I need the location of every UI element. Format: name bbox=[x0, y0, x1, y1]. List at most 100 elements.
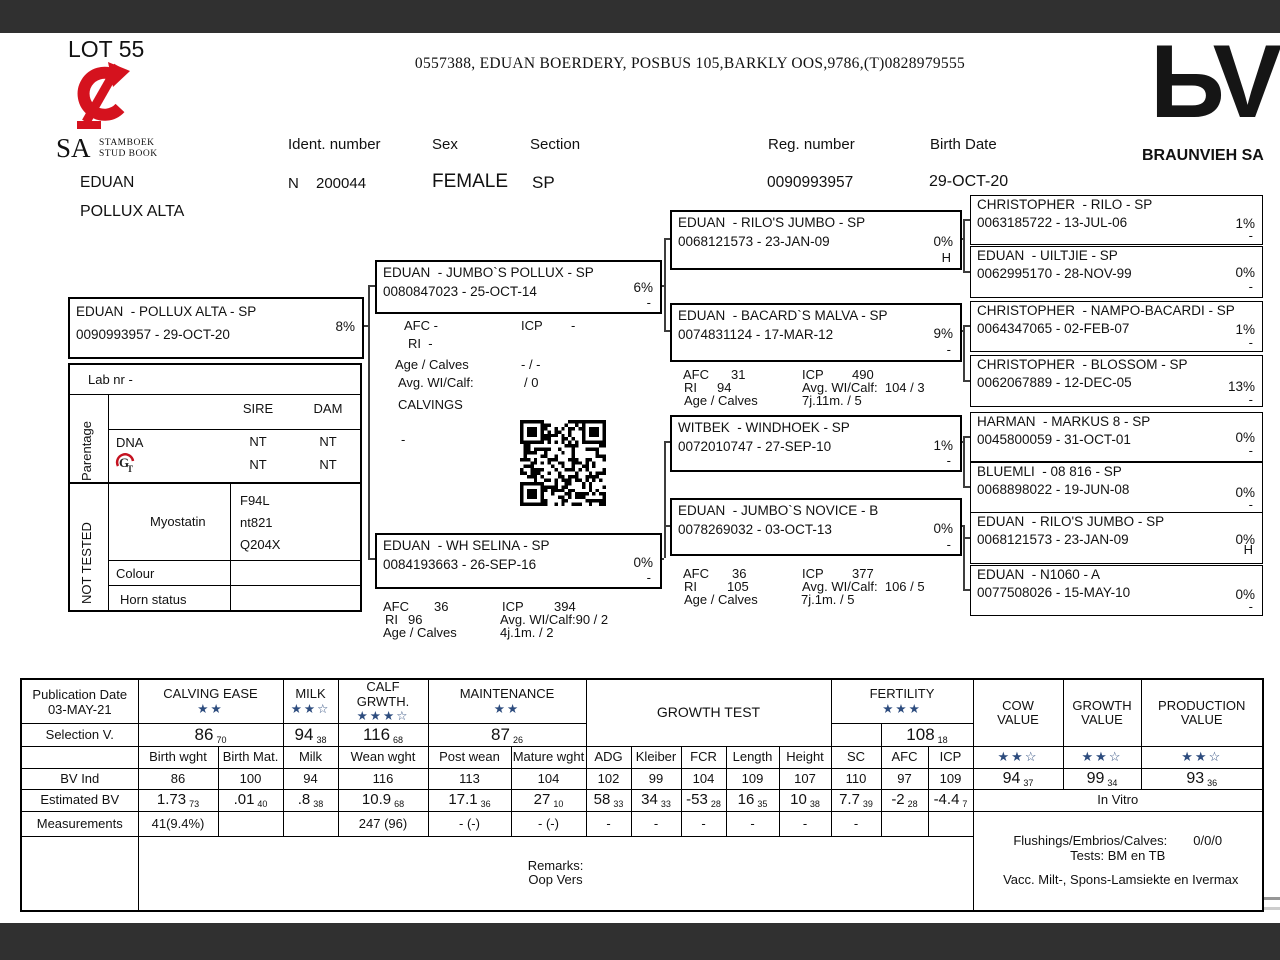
pedigree-box-ggp3: CHRISTOPHER - NAMPO-BACARDI - SP 0064347… bbox=[970, 301, 1263, 352]
dna-sire-value: NT bbox=[249, 434, 267, 449]
sa-stamboek-logo-icon bbox=[77, 62, 130, 129]
col-header: AFC bbox=[880, 746, 929, 770]
production-value-cell: 93 36 bbox=[1140, 768, 1264, 791]
col-header: Height bbox=[778, 746, 832, 770]
ggp-reg: 0077508026 - 15-MAY-10 bbox=[977, 585, 1131, 600]
gp4-ri-value: 105 bbox=[727, 579, 749, 594]
measurements-label: Measurements bbox=[20, 811, 139, 838]
section-label: Section bbox=[530, 136, 581, 153]
qr-code bbox=[520, 420, 606, 506]
dam-afc-value: 36 bbox=[434, 599, 449, 614]
pedigree-connector bbox=[963, 486, 970, 488]
top-viewer-bar bbox=[0, 0, 1280, 33]
meas-cell: - bbox=[830, 811, 882, 838]
inbreeding-pct: 0% bbox=[1235, 265, 1255, 280]
inbreeding-pct: 0% bbox=[633, 555, 653, 570]
sire-ri: RI - bbox=[408, 336, 433, 351]
gp-name: EDUAN - RILO'S JUMBO - SP bbox=[678, 215, 866, 230]
meas-cell bbox=[880, 811, 929, 838]
status-flag: - bbox=[1248, 279, 1253, 294]
meas-cell: 41(9.4%) bbox=[137, 811, 219, 838]
dam-avg: Avg. WI/Calf:90 / 2 bbox=[500, 612, 609, 627]
panel-divider bbox=[108, 560, 360, 561]
pedigree-box-gp4: EDUAN - JUMBO`S NOVICE - B 0078269032 - … bbox=[670, 498, 962, 556]
sire-icp-value: - bbox=[571, 318, 576, 333]
meas-cell bbox=[217, 811, 284, 838]
birth-date-label: Birth Date bbox=[930, 136, 997, 153]
estimated-bv-label: Estimated BV bbox=[20, 789, 139, 813]
vaccinations-row: Vacc. Milt-, Spons-Lamsiekte en Ivermax bbox=[1003, 872, 1239, 888]
pedigree-box-ggp6: BLUEMLI - 08 816 - SP 0068898022 - 19-JU… bbox=[970, 462, 1263, 513]
pedigree-connector bbox=[368, 285, 375, 287]
braunvieh-logo-icon: ЬV bbox=[1150, 24, 1280, 140]
flushings-tests-cell: Flushings/Embrios/Calves: 0/0/0 Tests: BM… bbox=[972, 811, 1264, 912]
bv-cell: 109 bbox=[725, 768, 780, 791]
pedigree-box-animal: EDUAN - POLLUX ALTA - SP 0090993957 - 29… bbox=[68, 297, 364, 359]
ggp-name: CHRISTOPHER - NAMPO-BACARDI - SP bbox=[977, 303, 1235, 318]
ggp-reg: 0068121573 - 23-JAN-09 bbox=[977, 532, 1129, 547]
sire-calvings-value: - bbox=[401, 432, 406, 447]
flushings-value: 0/0/0 bbox=[1193, 833, 1223, 849]
genotype-panel: Lab nr - Parentage SIRE DAM DNA NT NT G … bbox=[68, 363, 362, 612]
gp2-afc-value: 31 bbox=[731, 367, 746, 382]
pedigree-connector bbox=[360, 325, 368, 327]
panel-divider bbox=[108, 585, 360, 586]
bv-cell: 86 bbox=[137, 768, 219, 791]
bv-cell: 109 bbox=[927, 768, 974, 791]
col-header: ADG bbox=[585, 746, 632, 770]
ident-number-label: Ident. number bbox=[288, 136, 381, 153]
ggp-reg: 0062067889 - 12-DEC-05 bbox=[977, 375, 1132, 390]
gp4-avg: Avg. WI/Calf: 106 / 5 bbox=[802, 579, 925, 594]
gp-reg: 0078269032 - 03-OCT-13 bbox=[678, 522, 832, 537]
meas-cell: - bbox=[585, 811, 632, 838]
ggp-reg: 0045800059 - 31-OCT-01 bbox=[977, 432, 1131, 447]
inbreeding-pct: 1% bbox=[1235, 216, 1255, 231]
ggp-name: HARMAN - MARKUS 8 - SP bbox=[977, 414, 1151, 429]
bv-cell: 104 bbox=[510, 768, 587, 791]
myostatin-value-2: nt821 bbox=[240, 515, 273, 530]
empty-cell bbox=[20, 746, 139, 770]
status-flag: H bbox=[941, 250, 951, 265]
bv-ind-label: BV Ind bbox=[20, 768, 139, 791]
inbreeding-pct: 9% bbox=[933, 326, 953, 341]
gp2-avg: Avg. WI/Calf: 104 / 3 bbox=[802, 380, 925, 395]
gt-sire-value: NT bbox=[249, 457, 267, 472]
ggp-name: EDUAN - N1060 - A bbox=[977, 567, 1101, 582]
gp-reg: 0068121573 - 23-JAN-09 bbox=[678, 234, 830, 249]
in-vitro-cell: In Vitro bbox=[972, 789, 1264, 813]
est-cell: 34 33 bbox=[630, 789, 682, 813]
dam-afc-label: AFC bbox=[383, 599, 409, 614]
est-cell: 7.7 39 bbox=[830, 789, 882, 813]
gp2-age-value: 7j.11m. / 5 bbox=[802, 393, 862, 408]
sire-avg-value: / 0 bbox=[524, 375, 539, 390]
meas-cell: - (-) bbox=[510, 811, 587, 838]
bv-cell: 107 bbox=[778, 768, 832, 791]
pedigree-connector bbox=[963, 525, 965, 589]
calf-growth-header: CALF GRWTH. ★★★☆ bbox=[337, 678, 429, 725]
gt-dam-value: NT bbox=[319, 457, 337, 472]
cow-value-stars: ★★☆ bbox=[972, 746, 1064, 770]
gp2-age-label: Age / Calves bbox=[684, 393, 758, 408]
fertility-header: FERTILITY ★★★ bbox=[830, 678, 974, 725]
gp4-icp-label: ICP bbox=[802, 566, 824, 581]
pedigree-connector bbox=[963, 537, 970, 539]
growth-value-stars: ★★☆ bbox=[1062, 746, 1142, 770]
reg-value: 0090993957 bbox=[767, 174, 854, 191]
maintenance-stars: ★★ bbox=[493, 701, 521, 716]
ggp-name: EDUAN - RILO'S JUMBO - SP bbox=[977, 514, 1165, 529]
pedigree-connector bbox=[963, 589, 970, 591]
sire-afc: AFC - bbox=[404, 318, 438, 333]
colour-label: Colour bbox=[116, 566, 155, 581]
gt-logo-icon: G T bbox=[115, 453, 135, 474]
lot-number: LOT 55 bbox=[68, 36, 145, 62]
col-header: Milk bbox=[282, 746, 339, 770]
meas-cell: 247 (96) bbox=[337, 811, 429, 838]
col-header: SC bbox=[830, 746, 882, 770]
meas-cell: - bbox=[680, 811, 727, 838]
bottom-viewer-bar bbox=[0, 923, 1280, 960]
reg-number-label: Reg. number bbox=[768, 136, 855, 153]
not-tested-label: NOT TESTED bbox=[79, 522, 94, 604]
section-value: SP bbox=[532, 173, 555, 192]
animal-reg: 0090993957 - 29-OCT-20 bbox=[76, 327, 230, 342]
pedigree-box-ggp5: HARMAN - MARKUS 8 - SP 0045800059 - 31-O… bbox=[970, 412, 1263, 462]
